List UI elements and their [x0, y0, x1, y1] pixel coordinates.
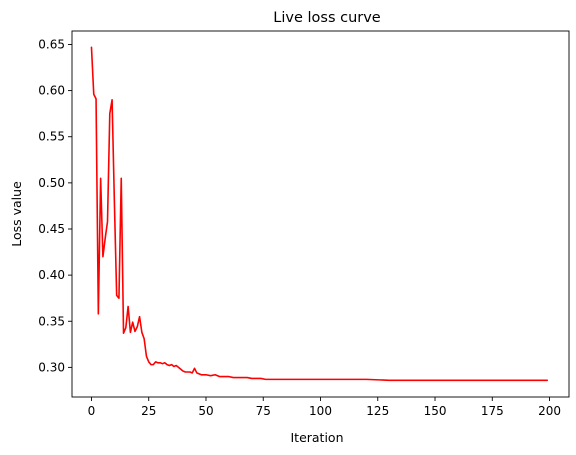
- x-tick-label: 0: [88, 404, 96, 418]
- y-tick-label: 0.40: [38, 268, 65, 282]
- y-tick-label: 0.50: [38, 176, 65, 190]
- x-tick-label: 50: [198, 404, 213, 418]
- x-tick-label: 25: [141, 404, 156, 418]
- y-tick-label: 0.35: [38, 314, 65, 328]
- x-tick-label: 125: [366, 404, 389, 418]
- y-axis-label: Loss value: [9, 181, 24, 247]
- y-tick-label: 0.55: [38, 130, 65, 144]
- y-tick-label: 0.60: [38, 84, 65, 98]
- x-tick-label: 75: [256, 404, 271, 418]
- chart-title: Live loss curve: [273, 10, 381, 26]
- x-axis: 0 25 50 75 100 125 150 175 200: [88, 397, 561, 418]
- x-tick-label: 150: [424, 404, 447, 418]
- y-tick-label: 0.65: [38, 37, 65, 51]
- y-tick-label: 0.45: [38, 222, 65, 236]
- x-axis-label: Iteration: [290, 430, 343, 445]
- y-axis: 0.30 0.35 0.40 0.45 0.50 0.55 0.60 0.65: [38, 37, 72, 374]
- y-tick-label: 0.30: [38, 360, 65, 374]
- x-tick-label: 200: [538, 404, 561, 418]
- x-tick-label: 100: [309, 404, 332, 418]
- loss-line: [90, 46, 549, 382]
- x-tick-label: 175: [481, 404, 504, 418]
